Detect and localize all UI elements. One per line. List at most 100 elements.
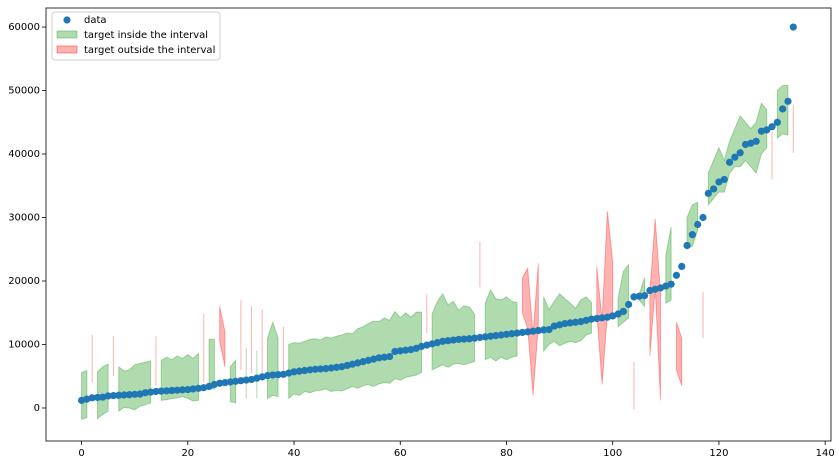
data-point (263, 372, 272, 380)
data-point (290, 368, 298, 376)
data-point (184, 385, 192, 394)
data-point (593, 314, 601, 323)
x-tick-label: 0 (78, 448, 84, 459)
data-point (694, 220, 702, 229)
data-point (396, 347, 404, 355)
legend-label: target inside the interval (84, 30, 208, 41)
data-point (439, 337, 447, 345)
legend-label: target outside the interval (84, 45, 215, 56)
x-tick-label: 60 (394, 448, 407, 459)
data-point (274, 371, 282, 379)
data-point (460, 335, 468, 343)
data-point (237, 377, 245, 385)
y-tick-label: 0 (34, 403, 40, 414)
data-point (295, 367, 303, 375)
data-point (699, 213, 707, 222)
data-point (640, 292, 649, 300)
data-point (566, 319, 574, 327)
data-point (88, 394, 96, 402)
data-point (147, 388, 155, 396)
legend-patch (56, 45, 78, 54)
interval-inside (97, 363, 109, 420)
data-point (518, 328, 527, 337)
y-tick-label: 50000 (8, 86, 40, 97)
data-point (316, 365, 325, 373)
data-point (168, 386, 176, 395)
data-point (481, 333, 489, 341)
data-point (104, 392, 112, 400)
data-point (720, 175, 728, 184)
x-tick-label: 20 (181, 448, 194, 459)
data-point (625, 300, 633, 309)
interval-inside (686, 201, 699, 251)
data-point (704, 189, 712, 197)
data-point (93, 393, 102, 402)
data-point (598, 314, 606, 322)
interval-inside (266, 320, 279, 400)
interval-inside (118, 360, 152, 413)
data-point (486, 332, 495, 340)
x-tick-label: 120 (709, 448, 728, 459)
data-point (710, 185, 718, 193)
data-point (301, 366, 309, 375)
data-point (173, 386, 181, 394)
data-point (630, 293, 638, 301)
data-point (545, 325, 553, 334)
data-point (471, 334, 479, 342)
interval-inside (208, 338, 215, 390)
data-point (688, 231, 696, 239)
data-point (194, 384, 203, 392)
data-point (497, 331, 505, 339)
data-point (752, 137, 760, 145)
y-tick-label: 20000 (8, 276, 40, 287)
x-tick-label: 140 (816, 448, 835, 459)
interval-outside (219, 306, 226, 367)
data-point (380, 353, 388, 361)
legend-marker (63, 16, 71, 24)
data-point (773, 118, 781, 126)
data-point (534, 326, 542, 335)
data-point (492, 332, 500, 340)
data-point (736, 149, 744, 157)
data-point (619, 307, 627, 316)
legend-label: data (84, 15, 107, 26)
legend-box (51, 11, 221, 61)
data-point (242, 376, 250, 384)
data-point (540, 326, 548, 334)
interval-outside (649, 218, 662, 401)
x-tick-label: 80 (500, 448, 513, 459)
x-tick-label: 40 (288, 448, 301, 459)
data-point (513, 329, 521, 337)
data-point (125, 391, 133, 399)
data-point (120, 391, 128, 399)
data-point (162, 387, 171, 395)
data-point (763, 126, 771, 134)
data-point (226, 378, 234, 386)
interval-inside (484, 288, 518, 362)
y-tick-label: 60000 (8, 22, 40, 33)
data-point (789, 23, 797, 31)
data-point (232, 377, 240, 385)
data-point (178, 386, 187, 394)
data-point (444, 337, 452, 345)
data-point (141, 389, 149, 397)
data-point (524, 328, 532, 336)
data-point (375, 354, 383, 362)
data-point (678, 262, 686, 271)
data-point (731, 153, 739, 161)
y-tick-label: 30000 (8, 213, 40, 224)
data-point (449, 336, 457, 344)
interval-inside (288, 310, 423, 400)
data-point (768, 123, 776, 131)
data-point (216, 379, 224, 387)
data-point (221, 378, 229, 387)
data-point (401, 346, 410, 354)
data-point (529, 327, 537, 335)
plot-frame (45, 7, 832, 442)
x-tick-label: 100 (603, 448, 622, 459)
data-point (115, 391, 123, 399)
data-point (332, 363, 341, 371)
data-point (327, 364, 335, 372)
